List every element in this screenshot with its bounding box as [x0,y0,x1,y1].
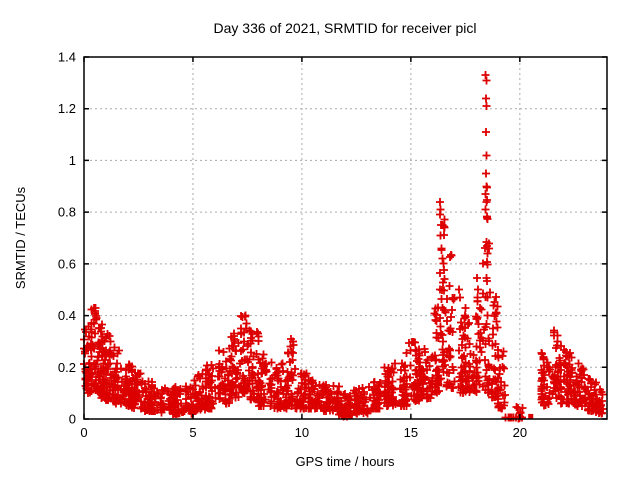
x-tick-label: 5 [189,425,196,440]
x-tick-label: 15 [404,425,418,440]
y-tick-label: 0.2 [58,360,76,375]
x-tick-label: 20 [513,425,527,440]
y-tick-label: 0.6 [58,256,76,271]
y-tick-label: 1.2 [58,101,76,116]
y-tick-label: 1.4 [58,50,76,65]
grid-lines [85,58,606,418]
y-tick-label: 1 [69,153,76,168]
y-tick-label: 0.8 [58,205,76,220]
x-axis-label: GPS time / hours [296,454,395,469]
y-tick-label: 0.4 [58,308,76,323]
data-points [80,71,607,423]
x-tick-label: 10 [295,425,309,440]
tick-labels: 0 5 10 15 20 0 0.2 0.4 0.6 0.8 1 1.2 1.4 [58,50,527,441]
y-tick-label: 0 [69,412,76,427]
plot-border [83,56,608,420]
square-marker [528,413,534,419]
axis-ticks [83,56,607,420]
x-tick-label: 0 [80,425,87,440]
y-axis-label: SRMTID / TECUs [13,186,28,289]
chart-title: Day 336 of 2021, SRMTID for receiver pic… [214,20,477,36]
